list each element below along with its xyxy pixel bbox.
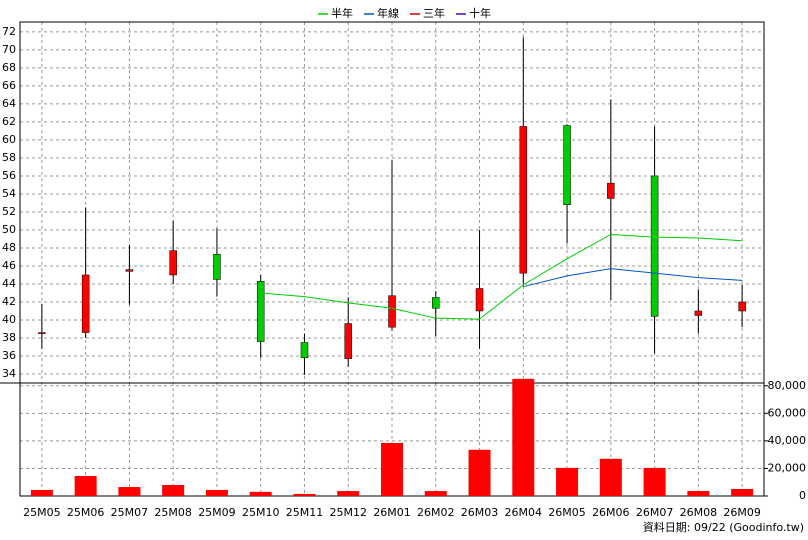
- candle-body: [344, 323, 352, 359]
- volume-bar: [556, 467, 579, 496]
- x-tick-label: 25M07: [111, 506, 149, 519]
- volume-bar: [162, 484, 185, 496]
- candle-body: [169, 250, 177, 276]
- volume-bar: [249, 491, 272, 496]
- volume-bar: [293, 493, 316, 496]
- y-tick-label: 52: [2, 205, 16, 218]
- volume-bar: [30, 489, 53, 496]
- candle-body: [432, 297, 440, 309]
- y2-tick-label: 0: [799, 489, 806, 502]
- x-tick-label: 25M11: [286, 506, 324, 519]
- legend-label: 年線: [377, 6, 399, 20]
- y2-tick-label: 60,000: [768, 406, 807, 419]
- volume-bar: [118, 487, 141, 496]
- candle-body: [81, 274, 90, 333]
- x-tick-label: 26M03: [461, 506, 499, 519]
- x-tick-label: 26M01: [373, 506, 411, 519]
- y-tick-label: 36: [2, 349, 16, 362]
- volume-bar: [599, 458, 622, 496]
- candle-body: [213, 254, 221, 280]
- y-tick-label: 62: [2, 115, 16, 128]
- x-tick-label: 26M07: [636, 506, 674, 519]
- candle-body: [388, 295, 396, 328]
- y2-tick-label: 20,000: [768, 461, 807, 474]
- legend-label: 三年: [423, 6, 445, 20]
- x-tick-label: 25M06: [67, 506, 105, 519]
- candle-body: [125, 269, 134, 272]
- y-tick-label: 64: [2, 97, 16, 110]
- x-tick-label: 26M04: [505, 506, 543, 519]
- x-tick-label: 25M09: [198, 506, 236, 519]
- x-tick-label: 26M08: [680, 506, 718, 519]
- footer: 資料日期: 09/22 (Goodinfo.tw): [643, 520, 804, 534]
- volume-bar: [337, 491, 360, 496]
- y-tick-label: 40: [2, 313, 16, 326]
- candle-body: [256, 281, 265, 342]
- candle-body: [519, 126, 528, 274]
- x-tick-label: 25M10: [242, 506, 280, 519]
- x-tick-label: 26M09: [723, 506, 761, 519]
- y-tick-label: 60: [2, 133, 16, 146]
- x-tick-label: 25M12: [329, 506, 367, 519]
- volume-bar: [205, 489, 228, 496]
- y-tick-label: 68: [2, 61, 16, 74]
- x-tick-label: 26M02: [417, 506, 455, 519]
- candle-body: [738, 301, 746, 312]
- y-tick-label: 58: [2, 151, 16, 164]
- x-tick-label: 25M05: [23, 506, 61, 519]
- candle-body: [563, 125, 571, 206]
- y-tick-label: 38: [2, 331, 16, 344]
- y-tick-label: 44: [2, 277, 16, 290]
- y-tick-label: 54: [2, 187, 16, 200]
- y-tick-label: 46: [2, 259, 16, 272]
- candle-body: [38, 332, 46, 334]
- y-tick-label: 70: [2, 43, 16, 56]
- legend-label: 十年: [469, 6, 491, 20]
- candle-body: [475, 288, 484, 312]
- volume-bar: [468, 449, 491, 496]
- volume-bar: [731, 488, 754, 496]
- candle-body: [650, 175, 659, 317]
- y-tick-label: 56: [2, 169, 16, 182]
- x-tick-label: 26M06: [592, 506, 630, 519]
- candle-body: [694, 310, 703, 316]
- volume-bar: [381, 442, 403, 496]
- legend-label: 半年: [331, 6, 353, 20]
- y-tick-label: 34: [2, 367, 16, 380]
- y2-tick-label: 80,000: [768, 379, 807, 392]
- x-tick-label: 26M05: [548, 506, 586, 519]
- ma-line: [523, 268, 743, 288]
- x-tick-label: 25M08: [154, 506, 192, 519]
- ma-line: [260, 233, 743, 320]
- candle-body: [607, 182, 615, 199]
- candle-body: [300, 342, 309, 359]
- y-tick-label: 66: [2, 79, 16, 92]
- y2-tick-label: 40,000: [768, 434, 807, 447]
- volume-bar: [512, 378, 535, 496]
- volume-bar: [74, 476, 97, 496]
- y-tick-label: 50: [2, 223, 16, 236]
- y-tick-label: 42: [2, 295, 16, 308]
- volume-bar: [424, 491, 447, 496]
- volume-bar: [643, 467, 666, 496]
- y-tick-label: 48: [2, 241, 16, 254]
- y-tick-label: 72: [2, 25, 16, 38]
- volume-bar: [687, 491, 710, 496]
